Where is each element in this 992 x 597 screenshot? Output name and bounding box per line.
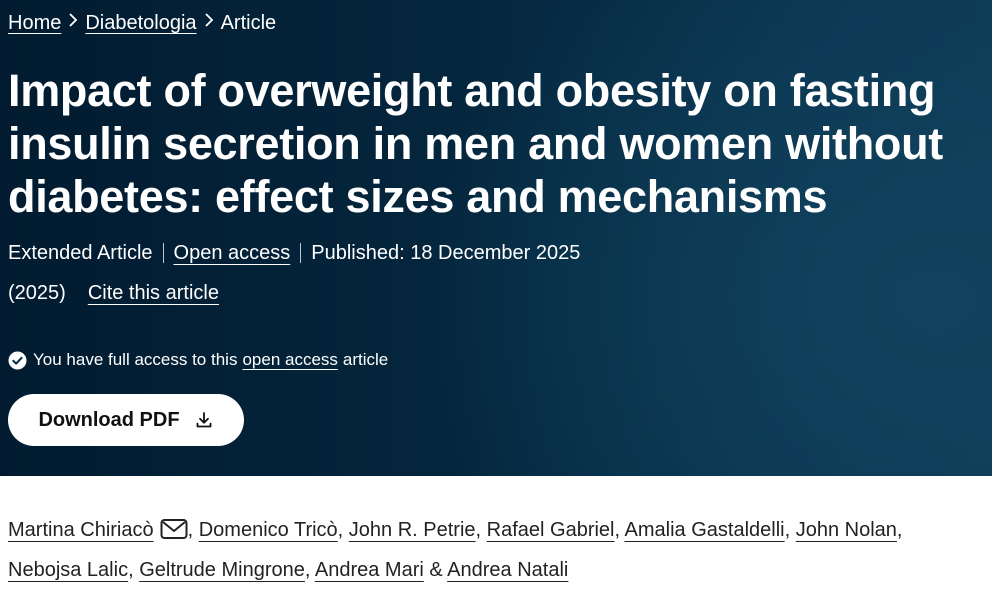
author-link[interactable]: Andrea Natali [447,559,569,581]
cite-article-link[interactable]: Cite this article [87,282,219,304]
author-link[interactable]: Andrea Mari [314,559,424,581]
breadcrumb-home-link[interactable]: Home [8,12,62,34]
article-type: Extended Article [8,242,153,264]
article-title: Impact of overweight and obesity on fast… [8,65,943,222]
author-separator: , [784,519,791,541]
download-icon [194,410,214,430]
author-separator: , [337,519,344,541]
author-link[interactable]: John Nolan [795,519,897,541]
breadcrumb: Home Diabetologia Article [8,10,276,36]
chevron-right-icon [197,10,221,36]
article-meta: Extended Article Open access Published: … [8,240,580,266]
author-link[interactable]: Martina Chiriacò [8,519,154,541]
meta-divider [300,243,302,263]
access-notice-link[interactable]: open access [242,350,338,369]
access-notice-suffix: article [342,350,389,369]
author-separator: , [614,519,621,541]
mail-icon[interactable] [160,514,188,539]
open-access-link[interactable]: Open access [173,242,291,264]
author-separator: , [475,519,482,541]
breadcrumb-current: Article [220,12,277,34]
article-meta-secondary: (2025) Cite this article [8,280,219,306]
author-link[interactable]: Rafael Gabriel [486,519,615,541]
author-separator: , [128,559,134,581]
download-pdf-button[interactable]: Download PDF [8,394,244,446]
author-link[interactable]: John R. Petrie [348,519,476,541]
author-link[interactable]: Amalia Gastaldelli [624,519,785,541]
access-notice: You have full access to this open access… [8,349,388,371]
author-link[interactable]: Geltrude Mingrone [139,559,305,581]
download-pdf-label: Download PDF [38,408,180,431]
publication-year: (2025) [8,282,66,304]
author-ampersand: & [429,559,443,581]
chevron-right-icon [61,10,85,36]
author-separator: , [304,559,311,581]
meta-divider [162,243,164,263]
check-circle-icon [8,351,27,370]
published-date: Published: 18 December 2025 [311,242,581,264]
author-separator: , [187,519,194,541]
article-header: Home Diabetologia Article Impact of over… [0,0,992,476]
author-list: Martina Chiriacò, Domenico Tricò, John R… [8,510,988,590]
access-notice-text: You have full access to this [33,350,238,369]
author-link[interactable]: Nebojsa Lalic [8,559,129,581]
breadcrumb-journal-link[interactable]: Diabetologia [85,12,197,34]
author-link[interactable]: Domenico Tricò [198,519,338,541]
author-separator: , [896,519,903,541]
